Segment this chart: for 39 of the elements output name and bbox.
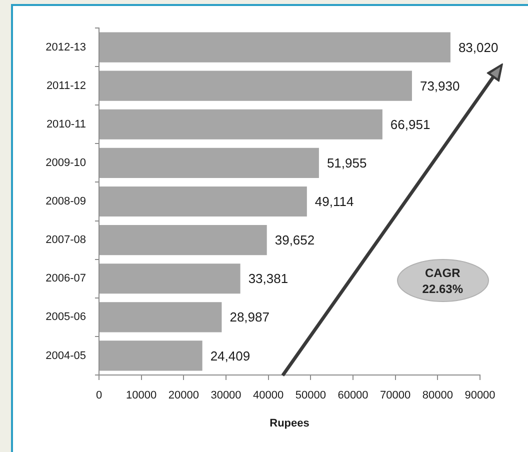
x-tick-label: 60000 <box>338 390 368 402</box>
data-label: 33,381 <box>248 271 288 286</box>
y-tick-label: 2007-08 <box>46 234 86 246</box>
x-axis-title: Rupees <box>270 417 310 430</box>
data-label: 73,930 <box>420 78 460 94</box>
y-tick-label: 2009-10 <box>46 156 86 169</box>
bar <box>100 264 240 294</box>
x-tick-label: 20000 <box>168 390 199 402</box>
x-tick-label: 70000 <box>380 390 411 402</box>
y-tick-label: 2008-09 <box>46 196 86 208</box>
data-label: 66,951 <box>390 116 430 132</box>
x-tick-label: 80000 <box>422 390 453 402</box>
bar <box>100 302 222 332</box>
y-tick-label: 2006-07 <box>46 272 86 285</box>
y-tick-label: 2004-05 <box>46 350 86 362</box>
annotation: CAGR 22.63% <box>422 265 463 298</box>
bar <box>100 186 307 217</box>
data-label: 24,409 <box>210 348 250 364</box>
x-tick-label: 90000 <box>464 390 496 402</box>
y-tick-label: 2005-06 <box>46 311 86 324</box>
bar <box>100 340 202 371</box>
x-tick-label: 30000 <box>210 390 242 402</box>
bar <box>100 70 412 101</box>
data-label: 83,020 <box>458 40 498 55</box>
data-label: 49,114 <box>314 194 354 210</box>
data-label: 39,652 <box>274 232 315 248</box>
y-tick-label: 2012-13 <box>46 41 86 54</box>
bar <box>100 148 319 178</box>
data-label: 51,955 <box>326 156 367 171</box>
x-tick-label: 50000 <box>295 390 326 402</box>
y-tick-label: 2011-12 <box>46 80 86 92</box>
data-label: 28,987 <box>230 310 270 325</box>
y-tick-label: 2010-11 <box>46 118 86 130</box>
x-tick-label: 0 <box>96 390 102 402</box>
bar <box>100 109 382 140</box>
bar <box>100 32 450 62</box>
x-tick-label: 10000 <box>126 390 157 402</box>
x-tick-label: 40000 <box>253 390 284 402</box>
bar <box>100 225 267 256</box>
